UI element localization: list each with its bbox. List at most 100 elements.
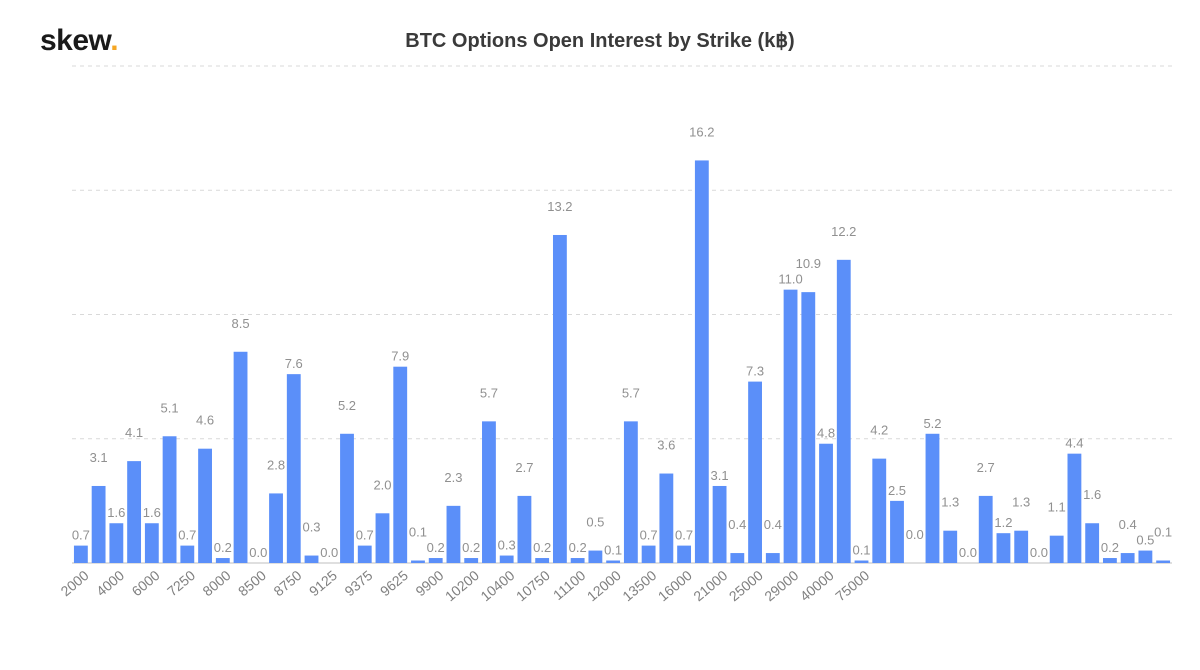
bar <box>713 486 727 563</box>
bar-value-label: 0.4 <box>1119 517 1137 532</box>
bar <box>464 558 478 563</box>
x-tick-label: 25000 <box>726 567 766 604</box>
x-tick-label: 7250 <box>164 567 198 599</box>
x-tick-label: 75000 <box>832 567 872 604</box>
x-tick-label: 10750 <box>513 567 553 604</box>
bar-value-label: 0.7 <box>356 528 374 543</box>
bar-value-label: 2.7 <box>977 460 995 475</box>
bar <box>606 561 620 563</box>
bar-value-label: 1.6 <box>107 505 125 520</box>
bar-value-label: 0.0 <box>1030 545 1048 560</box>
bar <box>198 449 212 563</box>
bar-value-label: 0.2 <box>214 540 232 555</box>
bar <box>1068 454 1082 563</box>
bar <box>1121 553 1135 563</box>
bar-value-label: 4.4 <box>1065 436 1083 451</box>
bar-value-label: 2.8 <box>267 457 285 472</box>
bar-value-label: 0.3 <box>302 520 320 535</box>
bar <box>872 459 886 563</box>
bar-value-label: 5.7 <box>480 385 498 400</box>
x-tick-label: 9375 <box>341 567 375 599</box>
bar-value-label: 12.2 <box>831 224 856 239</box>
bar <box>234 352 248 563</box>
bar <box>979 496 993 563</box>
chart-svg: 051015200.73.11.64.11.65.10.74.60.28.50.… <box>60 62 1180 632</box>
bar <box>1156 561 1170 563</box>
bar-value-label: 4.6 <box>196 413 214 428</box>
bar-value-label: 0.5 <box>586 515 604 530</box>
bar-value-label: 1.6 <box>1083 487 1101 502</box>
bar <box>890 501 904 563</box>
bar <box>677 546 691 563</box>
bar-value-label: 0.1 <box>409 525 427 540</box>
bar-value-label: 0.2 <box>462 540 480 555</box>
bar-value-label: 3.6 <box>657 438 675 453</box>
bar <box>1138 551 1152 563</box>
bar <box>109 523 123 563</box>
bar-value-label: 0.5 <box>1136 533 1154 548</box>
bar-value-label: 4.2 <box>870 423 888 438</box>
bar <box>269 493 283 563</box>
bar <box>92 486 106 563</box>
bar <box>376 513 390 563</box>
bar-value-label: 3.1 <box>90 450 108 465</box>
bar <box>447 506 461 563</box>
bar <box>358 546 372 563</box>
x-tick-label: 6000 <box>128 567 162 599</box>
x-tick-label: 9125 <box>306 567 340 599</box>
bar-value-label: 0.1 <box>1154 525 1172 540</box>
x-tick-label: 21000 <box>690 567 730 604</box>
bar-value-label: 0.4 <box>764 517 782 532</box>
chart-plot-area: 051015200.73.11.64.11.65.10.74.60.28.50.… <box>60 62 1180 563</box>
bar-value-label: 0.2 <box>427 540 445 555</box>
bar-value-label: 16.2 <box>689 124 714 139</box>
bar-value-label: 7.6 <box>285 356 303 371</box>
bar <box>411 561 425 563</box>
bar-value-label: 8.5 <box>232 316 250 331</box>
bar-value-label: 7.3 <box>746 364 764 379</box>
bar-value-label: 0.7 <box>675 528 693 543</box>
bar <box>997 533 1011 563</box>
bar-value-label: 0.2 <box>569 540 587 555</box>
x-tick-label: 16000 <box>655 567 695 604</box>
bar <box>180 546 194 563</box>
bar-value-label: 0.1 <box>852 543 870 558</box>
bar <box>695 160 709 563</box>
x-tick-label: 4000 <box>93 567 127 599</box>
bar-value-label: 0.2 <box>533 540 551 555</box>
x-tick-label: 2000 <box>60 567 92 599</box>
chart-stage: skew. BTC Options Open Interest by Strik… <box>0 0 1200 670</box>
bar <box>855 561 869 563</box>
bar <box>340 434 354 563</box>
x-tick-label: 8500 <box>235 567 269 599</box>
x-tick-label: 40000 <box>797 567 837 604</box>
bar <box>305 556 319 563</box>
bar <box>482 421 496 563</box>
bar <box>943 531 957 563</box>
bar-value-label: 1.3 <box>941 495 959 510</box>
x-tick-label: 10400 <box>477 567 517 604</box>
bar-value-label: 0.0 <box>959 545 977 560</box>
bar <box>74 546 88 563</box>
bar-value-label: 1.1 <box>1048 500 1066 515</box>
bar <box>784 290 798 563</box>
bar-value-label: 2.5 <box>888 483 906 498</box>
bar-value-label: 1.2 <box>994 515 1012 530</box>
bar-value-label: 2.3 <box>444 470 462 485</box>
bar-value-label: 0.0 <box>249 545 267 560</box>
bar <box>1085 523 1099 563</box>
bar-value-label: 5.1 <box>161 400 179 415</box>
x-tick-label: 12000 <box>584 567 624 604</box>
bar-value-label: 0.7 <box>178 528 196 543</box>
bar-value-label: 0.1 <box>604 543 622 558</box>
bar-value-label: 0.0 <box>320 545 338 560</box>
bar <box>553 235 567 563</box>
bar-value-label: 2.7 <box>515 460 533 475</box>
x-tick-label: 9625 <box>377 567 411 599</box>
bar-value-label: 4.1 <box>125 425 143 440</box>
bar <box>518 496 532 563</box>
bar <box>500 556 514 563</box>
bar <box>1050 536 1064 563</box>
bar <box>837 260 851 563</box>
bar-value-label: 0.7 <box>72 528 90 543</box>
